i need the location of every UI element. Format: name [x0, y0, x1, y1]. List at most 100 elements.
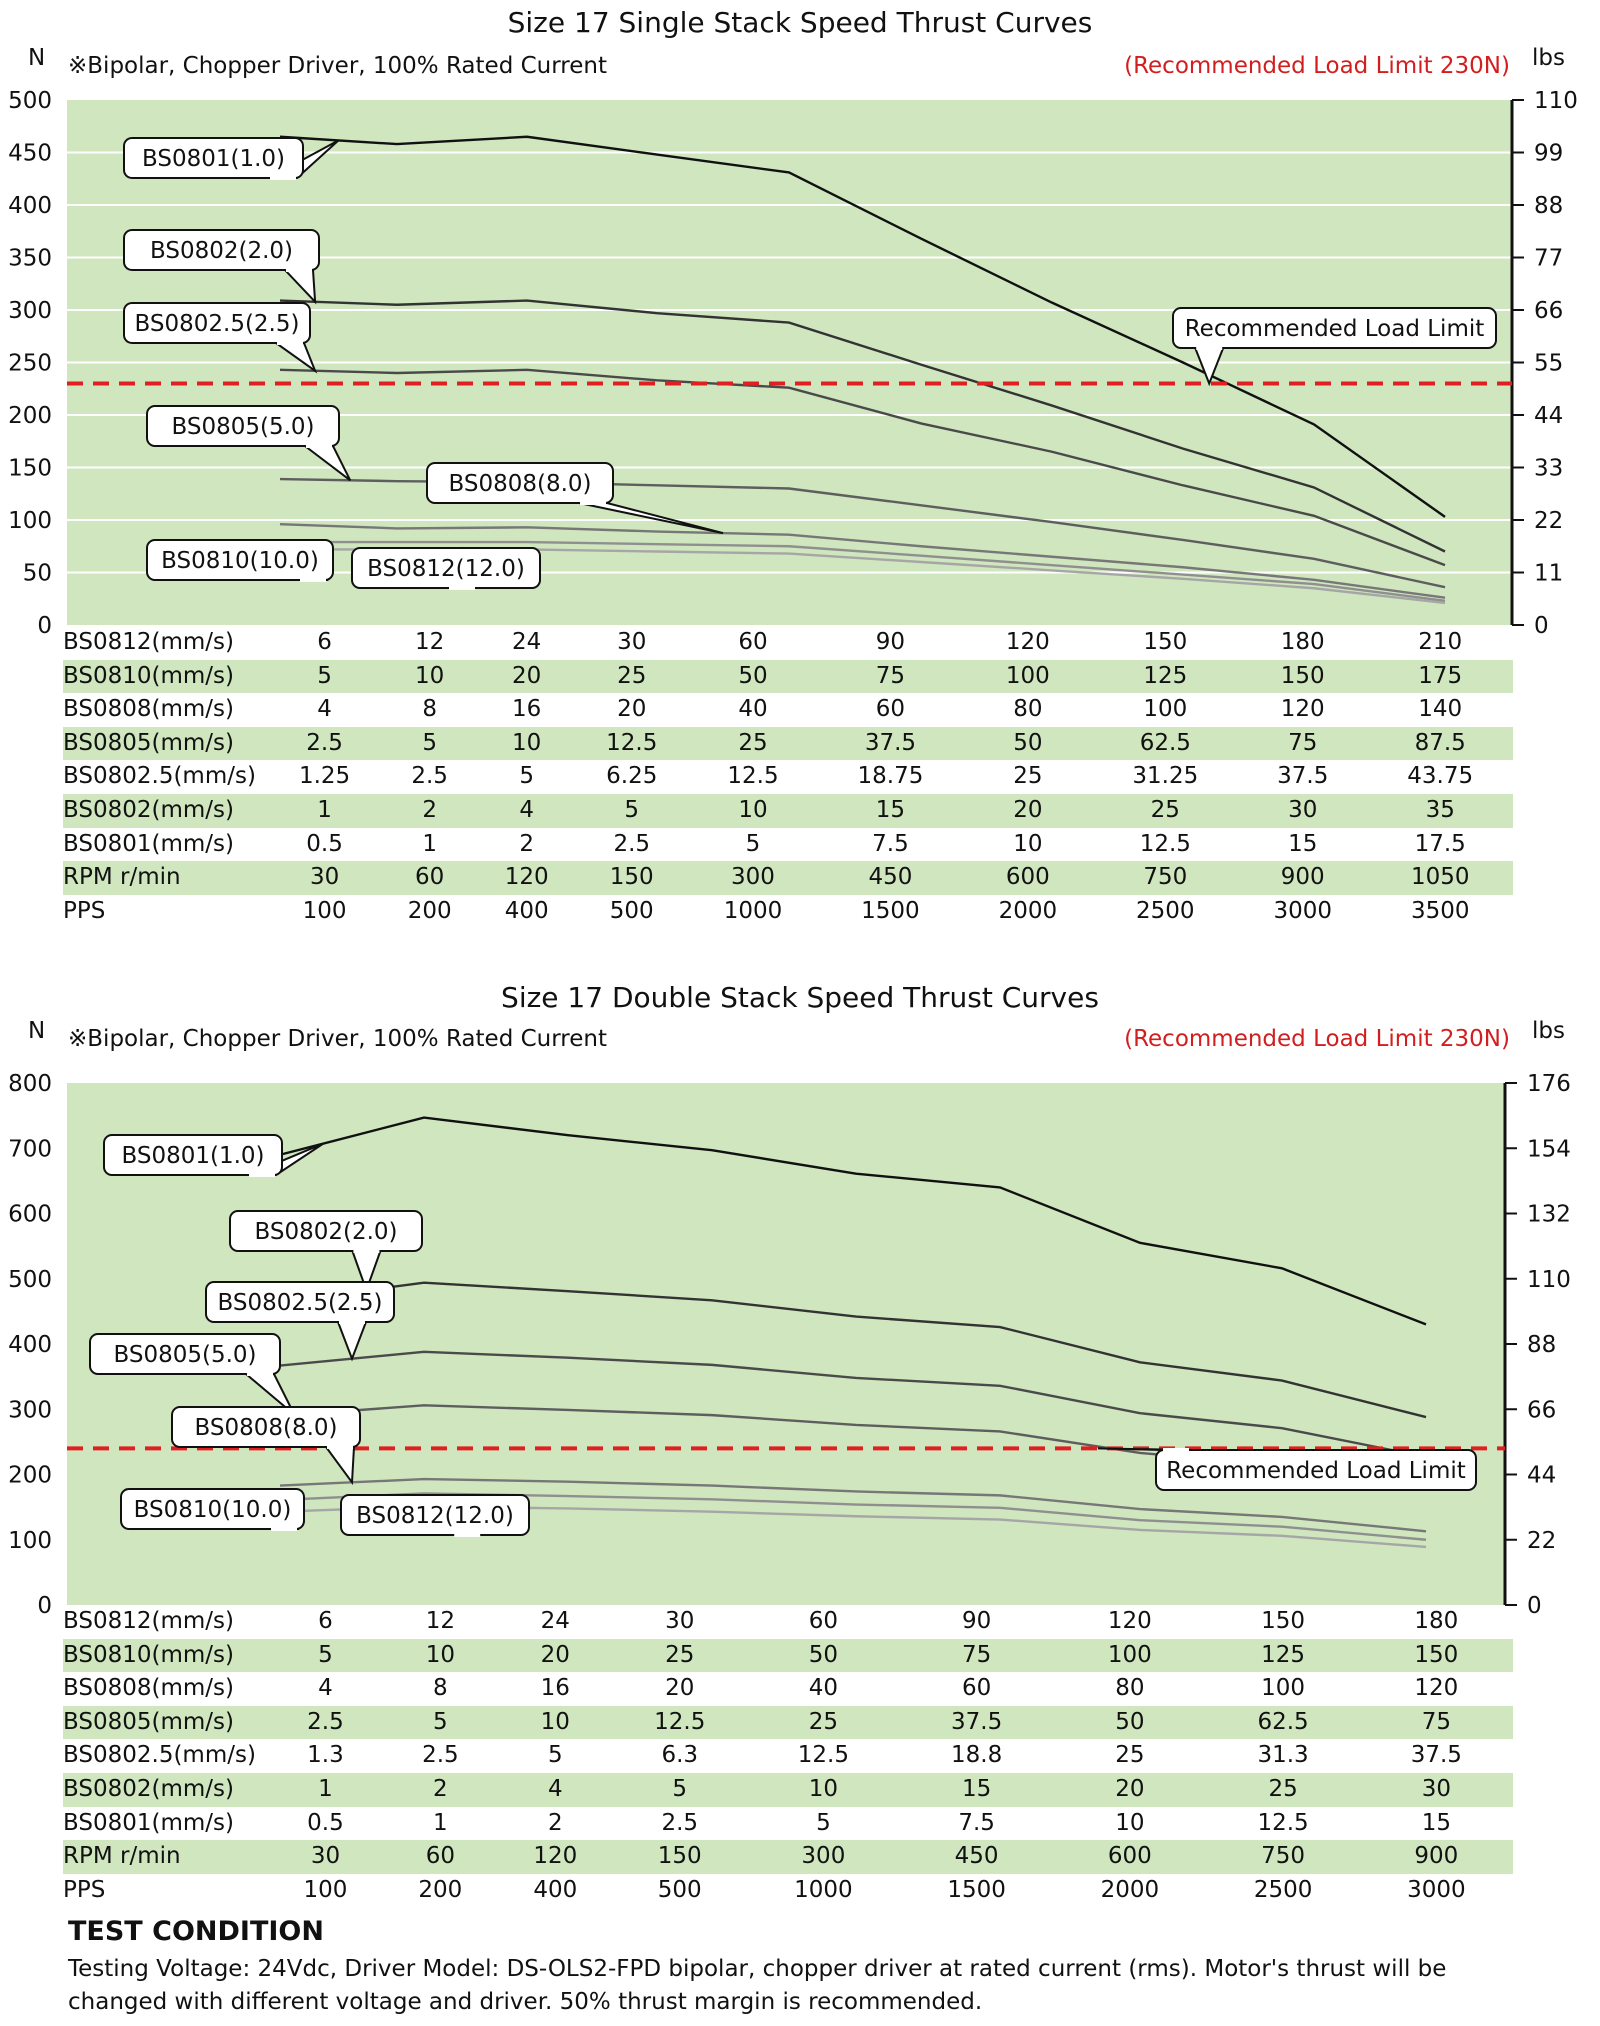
table-cell: 90 [875, 629, 906, 655]
table-cell: 60 [875, 696, 906, 723]
table-cell: 6 [318, 1608, 333, 1634]
table-cell: 6.25 [606, 763, 658, 790]
table-row: BS0808(mm/s) 4 8 16 20 40 60 80 100 120 140 [63, 693, 1513, 727]
load-limit-note: (Recommended Load Limit 230N) [1124, 53, 1510, 79]
y-tick-label: 300 [8, 1397, 52, 1423]
y2-tick-label: 0 [1527, 1593, 1542, 1619]
table-cell: 62.5 [1092, 726, 1239, 761]
table-row: BS0810(mm/s) 5 10 20 25 50 75 100 125 150 [63, 1638, 1513, 1673]
table-cell: 4 [318, 1675, 333, 1702]
table-cell: 30 [617, 629, 647, 655]
table-cell: 900 [1238, 861, 1368, 895]
table-cell: 25 [612, 1638, 747, 1673]
table-cell: 300 [688, 861, 818, 895]
table-cell: 12.5 [797, 1742, 849, 1769]
table-row: BS0812(mm/s) 6 12 24 30 60 90 120 150 180 [63, 1605, 1513, 1639]
table-cell: 450 [900, 1840, 1054, 1874]
table-row: BS0805(mm/s) 2.5 5 10 12.5 25 37.5 50 62.5 75 [63, 1705, 1513, 1740]
row-label: BS0802.5(mm/s) [63, 763, 256, 790]
callout-label: BS0808(8.0) [194, 1415, 337, 1441]
table-cell: 37.5 [817, 726, 964, 761]
table-cell: 2.5 [268, 726, 382, 761]
table-cell: 20 [497, 1638, 613, 1673]
table-cell: 75 [1238, 726, 1368, 761]
table-cell: 125 [1092, 659, 1239, 694]
table-row: BS0810(mm/s) 5 10 20 25 50 75 100 125 150 175 [63, 659, 1513, 694]
row-label: BS0805(mm/s) [63, 726, 268, 761]
y-tick-label: 350 [8, 246, 52, 272]
row-label: RPM r/min [63, 1840, 268, 1874]
table-cell: 31.25 [1132, 763, 1199, 790]
callout-box [123, 229, 320, 271]
table-cell: 2.5 [661, 1809, 699, 1836]
table-cell: 75 [1359, 1705, 1513, 1740]
speed-table: BS0812(mm/s) 6 12 24 30 60 90 120 150 180 210 BS081… [63, 626, 1513, 928]
series-line [280, 540, 1446, 603]
table-cell: 200 [407, 897, 452, 924]
table-cell: 4 [478, 793, 576, 828]
table-cell: 10 [497, 1705, 613, 1740]
load-limit-note: (Recommended Load Limit 230N) [1124, 1026, 1510, 1052]
table-row: BS0802(mm/s) 1 2 4 5 10 15 20 25 30 35 [63, 793, 1513, 828]
table-cell: 125 [1206, 1638, 1360, 1673]
table-cell: 120 [478, 861, 576, 895]
table-row: RPM r/min 30 60 120 150 300 450 600 750 900 1050 [63, 861, 1513, 895]
y-tick-label: 400 [8, 1332, 52, 1358]
callout-label: Recommended Load Limit [1166, 1458, 1466, 1484]
callout-box [426, 462, 614, 504]
table-cell: 25 [1115, 1742, 1145, 1769]
table-cell: 100 [1053, 1638, 1207, 1673]
callout-box [103, 1134, 283, 1176]
y2-tick-label: 55 [1534, 351, 1563, 377]
table-cell: 10 [688, 793, 818, 828]
table-cell: 120 [1280, 696, 1325, 723]
callout-label: BS0812(12.0) [356, 1503, 514, 1529]
table-cell: 1500 [861, 897, 920, 924]
series-line [279, 299, 1446, 553]
callout-label: BS0810(10.0) [161, 548, 319, 574]
table-cell: 6 [317, 629, 332, 655]
table-cell: 15 [1421, 1809, 1451, 1836]
table-cell: 87.5 [1367, 726, 1513, 761]
series-line [279, 1477, 1427, 1533]
table-cell: 120 [1005, 629, 1050, 655]
table-row: BS0805(mm/s) 2.5 5 10 12.5 25 37.5 50 62.5 75 87.5 [63, 726, 1513, 761]
y2-tick-label: 44 [1534, 403, 1563, 429]
table-cell: 30 [268, 1840, 383, 1874]
callout-box [1155, 1449, 1477, 1491]
table-cell: 10 [382, 1638, 498, 1673]
table-cell: 2 [382, 1772, 498, 1807]
table-cell: 37.5 [1277, 763, 1329, 790]
table-cell: 12.5 [1257, 1809, 1309, 1836]
y2-tick-label: 66 [1527, 1397, 1556, 1423]
table-cell: 90 [961, 1608, 992, 1634]
table-cell: 500 [657, 1876, 702, 1903]
table-cell: 12.5 [575, 726, 689, 761]
table-cell: 5 [382, 1705, 498, 1740]
table-cell: 1000 [723, 897, 783, 924]
test-condition-text: Testing Voltage: 24Vdc, Driver Model: DS… [68, 1956, 1447, 2015]
table-cell: 5 [268, 1638, 383, 1673]
y2-tick-label: 11 [1534, 561, 1563, 587]
table-cell: 18.8 [951, 1742, 1003, 1769]
table-cell: 450 [817, 861, 964, 895]
table-cell: 12.5 [727, 763, 779, 790]
table-cell: 31.3 [1257, 1742, 1309, 1769]
y2-tick-label: 22 [1527, 1528, 1556, 1554]
single-stack-chart: Size 17 Single Stack Speed Thrust Curves… [0, 0, 1600, 960]
table-cell: 40 [738, 696, 768, 723]
row-label: BS0805(mm/s) [63, 1705, 268, 1740]
table-cell: 150 [1238, 659, 1368, 694]
table-cell: 12.5 [1139, 830, 1191, 857]
table-row: BS0801(mm/s) 0.5 1 2 2.5 5 7.5 10 12.5 15 [63, 1807, 1513, 1841]
row-label: BS0802(mm/s) [63, 1772, 268, 1807]
table-cell: 100 [1261, 1675, 1306, 1702]
callout-box [146, 539, 334, 581]
right-axis-unit: lbs [1532, 45, 1565, 71]
callout-label: BS0802.5(2.5) [135, 311, 300, 337]
table-cell: 100 [963, 659, 1093, 694]
callout-label: BS0812(12.0) [367, 556, 525, 582]
table-cell: 600 [1053, 1840, 1207, 1874]
table-cell: 900 [1359, 1840, 1513, 1874]
table-cell: 60 [738, 629, 768, 655]
